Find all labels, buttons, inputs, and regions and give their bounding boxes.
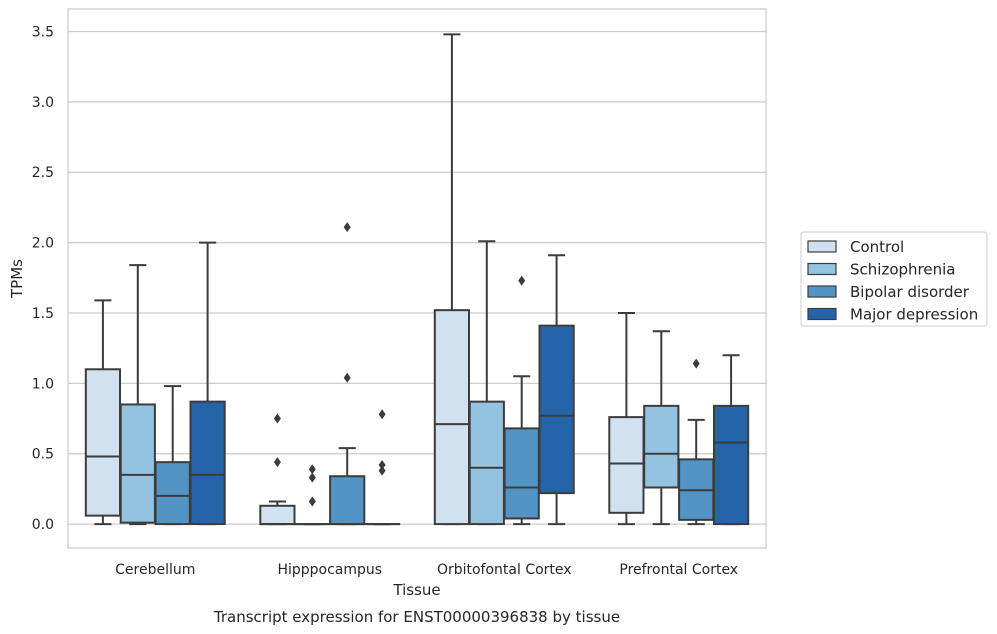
legend: Control Schizophrenia Bipolar disorder Majo… [800,231,988,327]
box [189,400,226,526]
legend-swatch [807,307,837,321]
outlier-point [308,464,316,475]
legend-label: Schizophrenia [850,261,955,279]
box-group [189,241,226,526]
box-group [119,264,156,526]
box [84,368,122,517]
outlier-point [343,372,351,383]
y-tick-label: 1.5 [32,306,54,322]
box [119,403,156,524]
box [503,427,540,520]
y-tick-label: 2.5 [32,165,54,181]
y-axis-label: TPMs [8,259,26,299]
box-group [84,299,122,526]
outlier-point [378,459,386,470]
outlier-point [308,472,316,483]
box-group [154,385,191,526]
y-tick-label: 1.0 [32,376,54,392]
box-group [643,330,680,526]
outlier-point [273,457,281,468]
legend-swatch [807,285,837,298]
box-group [259,413,296,526]
legend-frame [800,231,988,327]
box-group [468,240,505,526]
x-tick-labels: Cerebellum Hipppocampus Orbitofontal Corte… [115,562,738,578]
x-tick-label: Cerebellum [115,562,195,578]
chart-caption: Transcript expression for ENST0000039683… [213,608,620,626]
box [538,324,575,495]
legend-label: Bipolar disorder [850,283,970,301]
outlier-point [343,222,351,233]
box [259,504,296,526]
legend-label: Control [850,238,904,256]
plot-frame [67,8,767,549]
box-group [503,275,540,526]
box [433,309,471,526]
box [154,461,191,526]
box [468,400,505,526]
outlier-point [692,358,700,369]
x-tick-label: Hipppocampus [277,562,382,578]
box [643,404,680,489]
y-tick-label: 3.5 [32,25,54,41]
box-group [608,311,645,526]
legend-label: Major depression [850,306,978,324]
grid-lines [68,30,766,525]
box-group [678,358,715,526]
outlier-point [308,496,316,507]
box-group [294,464,331,526]
box [712,404,750,526]
y-tick-labels: 0.0 0.5 1.0 1.5 2.0 2.5 3.0 3.5 [32,25,54,534]
box [329,475,366,526]
box-group [538,254,575,526]
legend-swatch [807,262,837,276]
x-tick-label: Orbitofontal Cortex [437,562,572,578]
outlier-point [273,413,281,424]
box-plots [84,33,750,526]
box-group [363,409,401,526]
x-axis-label: Tissue [392,581,440,599]
y-tick-label: 3.0 [32,95,54,111]
y-tick-label: 2.0 [32,236,54,252]
box-group [712,354,750,526]
outlier-point [518,275,526,286]
outlier-point [378,409,386,420]
outlier-point [378,465,386,476]
x-tick-label: Prefrontal Cortex [619,562,738,578]
y-tick-label: 0.5 [32,447,54,463]
box [608,416,645,514]
y-tick-label: 0.0 [32,517,54,533]
box-group [329,222,366,526]
box-group [433,33,471,526]
legend-swatch [807,240,837,253]
